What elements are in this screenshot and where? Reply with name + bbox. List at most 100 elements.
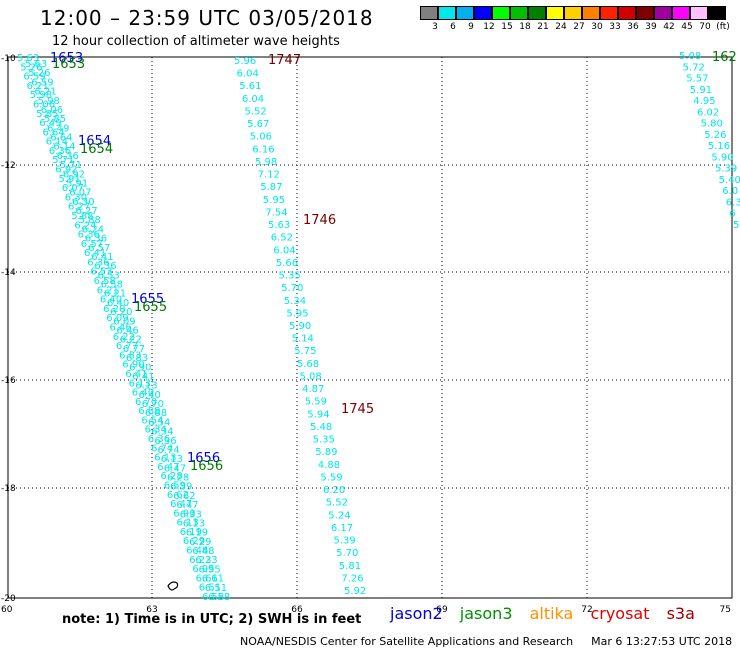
swh-value-center-track: 5.34 — [284, 296, 306, 307]
generated-timestamp: Mar 6 13:27:53 UTC 2018 — [591, 635, 733, 648]
pass-label-jason3: 162 — [712, 50, 737, 65]
swh-value-center-track: 5.48 — [310, 422, 332, 433]
color-swatch — [618, 6, 636, 20]
pass-label-jason2: 1655 — [131, 292, 164, 307]
swh-value-center-track: 5.63 — [268, 220, 290, 231]
swh-value-left-track: 6.36 — [154, 436, 176, 447]
swh-value-left-track: 6.62 — [173, 491, 195, 502]
swh-value-left-track: 6.92 — [55, 165, 77, 176]
swh-value-left-track: 6.57 — [81, 239, 103, 250]
swh-value-left-track: 6.29 — [189, 537, 211, 548]
swh-value-left-track: 6.23 — [189, 555, 211, 566]
swh-value-center-track: 5.68 — [297, 359, 319, 370]
pass-label-jason2: 1654 — [78, 134, 111, 149]
color-scale-tick: 36 — [627, 22, 639, 32]
swh-value-left-track: 6.41 — [91, 252, 113, 263]
swh-value-center-track: 5.39 — [334, 536, 356, 547]
swh-value-left-track: 6.13 — [161, 454, 183, 465]
swh-value-left-track: 6.70 — [142, 399, 164, 410]
swh-value-left-track: 6.49 — [47, 123, 69, 134]
swh-value-left-track: 6.51 — [199, 583, 221, 594]
swh-value-left-track: 5.71 — [60, 160, 82, 171]
swh-value-right-track: 5.39 — [715, 164, 737, 175]
swh-value-left-track: 6.13 — [177, 518, 199, 529]
swh-value-center-track: 5.90 — [289, 321, 311, 332]
swh-value-left-track: 6.21 — [104, 289, 126, 300]
swh-value-center-track: 7.12 — [258, 170, 280, 181]
swh-value-left-track: 6.07 — [69, 188, 91, 199]
swh-value-left-track: 5.98 — [38, 96, 60, 107]
swh-value-left-track: 6.46 — [110, 323, 132, 334]
pass-label-jason3: 1653 — [52, 57, 85, 72]
swh-value-left-track: 6.83 — [126, 353, 148, 364]
swh-value-left-track: 6.48 — [192, 546, 214, 557]
color-swatch — [582, 6, 600, 20]
swh-value-left-track: 6.41 — [132, 371, 154, 382]
swh-value-left-track: 6.59 — [31, 77, 53, 88]
color-scale-tick: 30 — [591, 22, 603, 32]
swh-value-center-track: 5.06 — [250, 132, 272, 143]
swh-value-center-track: 7.26 — [341, 573, 363, 584]
swh-value-center-track: 5.81 — [339, 561, 361, 572]
swh-value-left-track: 5.88 — [79, 215, 101, 226]
swh-value-left-track: 6.70 — [135, 397, 157, 408]
swh-value-left-track: 6.83 — [119, 350, 141, 361]
swh-value-left-track: 6.20 — [110, 307, 132, 318]
swh-value-center-track: 5.98 — [255, 157, 277, 168]
swh-value-center-track: 6.16 — [252, 144, 274, 155]
wave-height-color-scale: 3 6 9 12 15 18 21 24 27 30 33 36 39 42 45 70 (ft) — [420, 6, 732, 32]
color-scale-tick: 24 — [555, 22, 567, 32]
color-swatch — [672, 6, 690, 20]
swh-value-right-track: 5.08 — [679, 51, 701, 62]
swh-value-center-track: 5.08 — [300, 372, 322, 383]
color-swatch — [564, 6, 582, 20]
color-scale-ticks: 3 6 9 12 15 18 21 24 27 30 33 36 39 42 45 70 (ft) — [426, 22, 732, 32]
plot-frame — [7, 56, 733, 599]
legend-jason3: jason3 — [459, 604, 513, 623]
swh-value-left-track: 6.36 — [49, 146, 71, 157]
pass-label-jason3: 1656 — [190, 459, 223, 474]
swh-value-left-track: 6.88 — [145, 408, 167, 419]
credit-line: NOAA/NESDIS Center for Satellite Applica… — [240, 635, 732, 648]
swh-value-left-track: 6.59 — [23, 72, 45, 83]
swh-value-right-track: 5.91 — [690, 85, 712, 96]
swh-value-left-track: 5.88 — [71, 211, 93, 222]
color-scale-tick: 6 — [450, 22, 456, 32]
color-swatch — [654, 6, 672, 20]
swh-value-center-track: 5.70 — [336, 548, 358, 559]
swh-value-left-track: 6.09 — [113, 316, 135, 327]
swh-value-center-track: 5.59 — [305, 397, 327, 408]
grid-lines — [8, 57, 732, 598]
x-tick-label: 66 — [291, 605, 303, 615]
pass-label-cryosat: 1746 — [303, 213, 336, 228]
color-swatch — [510, 6, 528, 20]
swh-value-left-track: 6.61 — [196, 573, 218, 584]
swh-value-left-track: 6.36 — [57, 151, 79, 162]
swh-value-left-track: 6.27 — [76, 206, 98, 217]
x-tick-label: 75 — [720, 605, 731, 615]
x-tick-label: 72 — [581, 605, 592, 615]
swh-value-right-track: 6.02 — [697, 107, 719, 118]
swh-value-left-track: 6.95 — [192, 564, 214, 575]
swh-value-left-track: 5.91 — [66, 179, 88, 190]
swh-value-left-track: 6.47 — [157, 462, 179, 473]
color-swatch — [600, 6, 618, 20]
legend-cryosat: cryosat — [590, 604, 650, 623]
pass-label-cryosat: 1747 — [268, 53, 301, 68]
swh-value-left-track: 6.53 — [98, 270, 120, 281]
swh-value-left-track: 6.22 — [113, 332, 135, 343]
color-scale-tick: (ft) — [716, 22, 730, 32]
swh-value-left-track: 5.26 — [20, 62, 42, 73]
swh-value-center-track: 5.14 — [292, 334, 314, 345]
swh-value-center-track: 5.52 — [245, 107, 267, 118]
color-swatch — [456, 6, 474, 20]
swh-value-left-track: 6.21 — [35, 87, 57, 98]
swh-value-left-track: 6.88 — [138, 406, 160, 417]
swh-value-left-track: 6.22 — [120, 335, 142, 346]
color-scale-tick: 45 — [681, 22, 693, 32]
color-swatch — [438, 6, 456, 20]
swh-value-left-track: 6.30 — [65, 192, 87, 203]
swh-value-left-track: 6.34 — [145, 425, 167, 436]
swh-value-left-track: 6.61 — [202, 574, 224, 585]
